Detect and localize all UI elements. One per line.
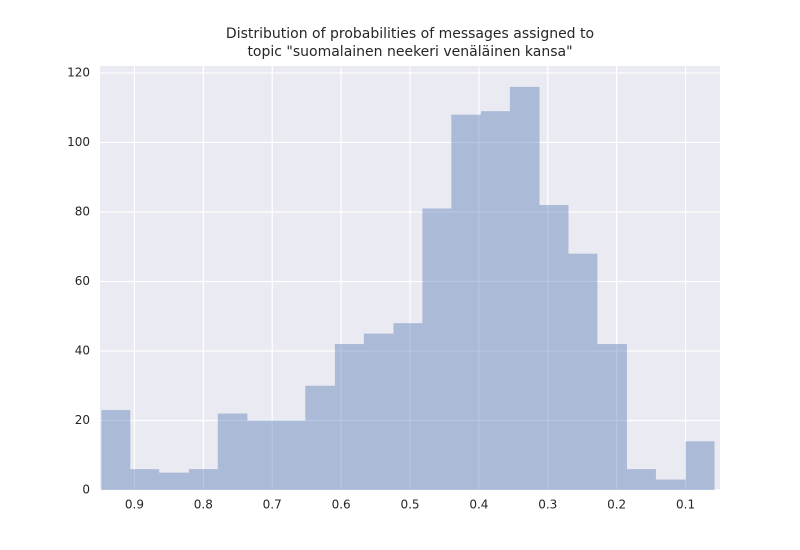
y-tick-label: 60 (75, 274, 90, 288)
labels: Distribution of probabilities of message… (67, 26, 695, 512)
bar (276, 420, 306, 490)
chart-title: Distribution of probabilities of message… (226, 26, 594, 42)
bar (393, 323, 423, 490)
bar (422, 208, 452, 490)
bar (655, 479, 686, 490)
bar (305, 385, 335, 490)
chart-title: topic "suomalainen neekeri venäläinen ka… (247, 44, 572, 60)
x-tick-label: 0.6 (332, 498, 351, 512)
y-tick-label: 0 (82, 483, 90, 497)
bar (101, 410, 131, 490)
bar (159, 472, 189, 490)
bar (363, 333, 394, 490)
x-tick-label: 0.2 (607, 498, 626, 512)
y-tick-label: 100 (67, 135, 90, 149)
bar (247, 420, 277, 490)
x-tick-label: 0.7 (263, 498, 282, 512)
x-tick-label: 0.9 (125, 498, 144, 512)
x-tick-label: 0.5 (400, 498, 419, 512)
bar (627, 469, 656, 490)
y-tick-label: 40 (75, 343, 90, 357)
bar (685, 441, 715, 490)
bar (188, 469, 218, 490)
bar (480, 111, 510, 490)
bar (597, 344, 627, 490)
x-tick-label: 0.8 (194, 498, 213, 512)
x-tick-label: 0.4 (469, 498, 488, 512)
bar (334, 344, 364, 490)
grid (100, 66, 720, 491)
bar (539, 205, 569, 490)
y-tick-label: 80 (75, 204, 90, 218)
y-tick-label: 20 (75, 413, 90, 427)
x-tick-label: 0.3 (538, 498, 557, 512)
bar (509, 86, 540, 490)
bar (568, 253, 598, 490)
bars (101, 86, 715, 491)
y-tick-label: 120 (67, 65, 90, 79)
bar (451, 114, 481, 491)
x-tick-label: 0.1 (676, 498, 695, 512)
bar (217, 413, 248, 490)
bar (130, 469, 160, 490)
